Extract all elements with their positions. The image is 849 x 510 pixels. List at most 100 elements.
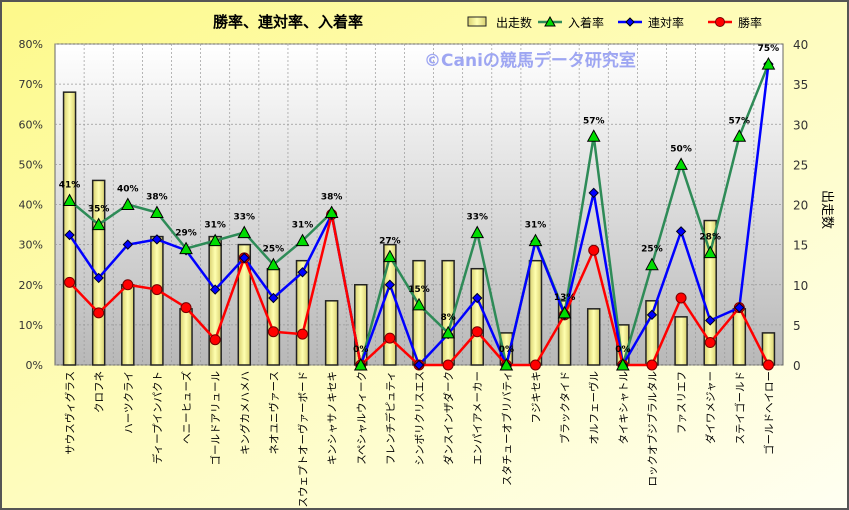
marker-win-13 <box>442 359 454 371</box>
marker-rentai-7 <box>268 292 279 304</box>
x-tick-label: キングカメハメハ <box>238 371 251 455</box>
marker-rentai-23 <box>734 302 745 313</box>
marker-place-8 <box>295 233 310 247</box>
bar-4 <box>179 308 193 366</box>
y-tick-right: 40 <box>793 38 808 52</box>
data-label: 38% <box>321 193 343 203</box>
marker-win-2 <box>122 279 134 291</box>
y-tick-right: 35 <box>793 78 808 92</box>
y-tick-left: 0% <box>26 359 43 372</box>
marker-place-6 <box>237 225 252 239</box>
marker-place-17 <box>557 305 572 319</box>
marker-place-14 <box>470 225 485 239</box>
marker-place-9 <box>324 205 339 219</box>
legend-swatch-bar <box>467 16 487 27</box>
x-tick-label: サウスヴィグラス <box>64 371 77 455</box>
marker-win-20 <box>646 359 658 371</box>
marker-rentai-6 <box>239 252 250 264</box>
x-tick-label: ファスリエフ <box>676 371 688 434</box>
y-tick-left: 30% <box>19 239 43 252</box>
data-label: 50% <box>670 144 692 154</box>
bar-6 <box>237 243 252 366</box>
data-label: 8% <box>440 313 455 323</box>
y-tick-left: 60% <box>19 118 43 131</box>
x-tick-label: ダイワメジャー <box>704 371 717 444</box>
y-tick-right: 15 <box>793 239 808 253</box>
marker-win-3 <box>151 284 163 296</box>
x-tick-label: ゴールドヘイロー <box>762 371 775 455</box>
data-label: 41% <box>59 180 81 190</box>
marker-place-1 <box>91 217 106 231</box>
marker-win-14 <box>471 326 483 338</box>
x-tick-label: フレンチデピュティ <box>384 371 397 465</box>
marker-place-4 <box>179 241 193 255</box>
data-label: 33% <box>234 213 256 223</box>
x-tick-label: ハーツクライ <box>123 371 135 434</box>
data-label: 27% <box>379 237 401 247</box>
bar-9 <box>324 300 339 366</box>
marker-place-22 <box>703 245 718 259</box>
bar-5 <box>208 235 222 366</box>
legend-marker <box>625 17 635 27</box>
marker-win-4 <box>180 302 192 314</box>
x-tick-label: スペシャルウィーク <box>356 371 368 465</box>
bar-0 <box>62 91 77 366</box>
bar-3 <box>150 235 164 366</box>
data-label: 15% <box>408 285 430 295</box>
marker-win-16 <box>529 359 541 371</box>
y-tick-left: 70% <box>19 78 43 91</box>
marker-place-2 <box>120 197 135 210</box>
x-tick-label: ダンスインザダーク <box>442 371 455 465</box>
marker-rentai-0 <box>64 229 75 241</box>
legend: 出走数 入着率 連対率 勝率 <box>467 15 762 30</box>
data-label: 28% <box>699 233 721 243</box>
bar-18 <box>586 308 601 366</box>
data-label: 38% <box>146 193 168 203</box>
marker-win-21 <box>675 292 687 304</box>
data-label: 31% <box>525 221 547 231</box>
marker-rentai-2 <box>122 239 134 250</box>
marker-rentai-3 <box>151 234 163 245</box>
marker-win-7 <box>267 326 279 338</box>
y-tick-right: 5 <box>793 319 801 333</box>
legend-label: 出走数 <box>496 15 532 30</box>
marker-win-5 <box>209 334 221 346</box>
x-tick-label: シンボリクリスエス <box>414 371 426 466</box>
marker-win-18 <box>588 244 600 256</box>
y-tick-right: 10 <box>793 279 808 293</box>
data-label: 31% <box>204 221 226 231</box>
y-tick-right: 25 <box>793 158 808 172</box>
x-tick-label: フジキセキ <box>530 371 542 424</box>
marker-rentai-21 <box>675 226 687 237</box>
data-label: 25% <box>263 245 285 255</box>
x-tick-label: オルフェーヴル <box>588 371 601 445</box>
marker-win-22 <box>704 337 716 349</box>
legend-marker <box>715 17 725 27</box>
x-tick-label: タイキシャトル <box>618 371 630 445</box>
marker-place-20 <box>645 257 659 271</box>
x-tick-label: クロフネ <box>94 371 106 413</box>
marker-place-15 <box>499 357 514 371</box>
bar-16 <box>528 259 543 366</box>
marker-place-18 <box>586 129 601 142</box>
legend-marker <box>544 15 556 27</box>
y-tick-left: 80% <box>19 38 43 51</box>
marker-win-11 <box>384 332 396 344</box>
marker-place-13 <box>441 325 455 339</box>
marker-rentai-18 <box>588 187 599 199</box>
marker-rentai-14 <box>472 292 483 304</box>
marker-place-19 <box>615 357 630 371</box>
data-label: 13% <box>554 293 576 303</box>
legend-label: 勝率 <box>738 15 762 30</box>
bar-2 <box>121 284 135 366</box>
bar-21 <box>674 316 688 366</box>
marker-place-11 <box>383 249 397 263</box>
marker-place-0 <box>62 193 77 206</box>
x-tick-label: スウェプトオーヴァーボード <box>297 371 310 508</box>
y-tick-right: 0 <box>793 359 801 373</box>
data-label: 57% <box>583 116 605 126</box>
marker-win-8 <box>297 328 309 340</box>
x-tick-label: ブラックタイド <box>559 371 572 444</box>
data-label: 57% <box>729 116 751 126</box>
